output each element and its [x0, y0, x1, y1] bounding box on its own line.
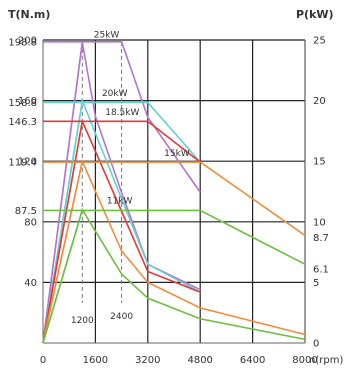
x-tick-label-4800: 4800 [187, 355, 212, 366]
ramp-line-18.5kW [42, 121, 83, 344]
x-tick-label-0: 0 [40, 355, 46, 366]
torque-line-18.5kW [43, 120, 201, 163]
series-label-25kW: 25kW [94, 31, 120, 41]
x-tick-label-1600: 1600 [83, 355, 108, 366]
annotation-1200: 1200 [71, 316, 94, 326]
left-tick-label-160: 160 [18, 96, 37, 107]
right-tick-label-6.1: 6.1 [313, 265, 329, 276]
torque-line-11kW [43, 209, 306, 265]
right-axis-title: P(kW) [296, 8, 334, 21]
left-tick-label-158.8: 158.8 [8, 98, 37, 109]
left-tick-label-146.3: 146.3 [8, 117, 37, 128]
labels: T(N.m) P(kW) n(rpm) 0 1600 3200 4800 6400 800… [8, 8, 343, 366]
left-tick-label-200: 200 [18, 36, 37, 47]
series-label-20kW: 20kW [102, 89, 128, 99]
left-tick-label-87.5: 87.5 [15, 206, 37, 217]
x-unit-label: n(rpm) [309, 355, 343, 366]
right-tick-label-25: 25 [313, 36, 326, 47]
right-tick-label-0: 0 [313, 339, 319, 350]
torque-line-20kW [43, 101, 201, 163]
right-tick-label-15: 15 [313, 157, 326, 168]
ramp-line-25kW [42, 41, 83, 344]
ramp-line-11kW [42, 210, 83, 344]
series-label-15kW: 15kW [164, 149, 190, 159]
series-label-18.5kW: 18.5kW [105, 108, 139, 118]
right-tick-label-10: 10 [313, 217, 326, 228]
x-tick-label-3200: 3200 [135, 355, 160, 366]
left-axis-title: T(N.m) [8, 8, 50, 21]
right-tick-label-20: 20 [313, 96, 326, 107]
right-tick-label-5: 5 [313, 278, 319, 289]
left-tick-label-119.4: 119.4 [8, 158, 37, 169]
torque-line-15kW [43, 161, 306, 237]
ramp-line-15kW [42, 161, 83, 344]
series-label-11kW: 11kW [107, 197, 133, 207]
series-lines [42, 41, 306, 344]
left-tick-label-40: 40 [24, 278, 37, 289]
x-tick-label-8000: 8000 [292, 355, 317, 366]
left-tick-label-198.8: 198.8 [8, 37, 37, 48]
left-tick-label-80: 80 [24, 217, 37, 228]
x-tick-label-6400: 6400 [240, 355, 265, 366]
annotation-2400: 2400 [110, 312, 133, 322]
right-tick-label-8.7: 8.7 [313, 233, 329, 244]
torque-line-25kW [43, 41, 201, 193]
left-tick-label-120: 120 [18, 157, 37, 168]
reference-dashes [81, 41, 123, 303]
